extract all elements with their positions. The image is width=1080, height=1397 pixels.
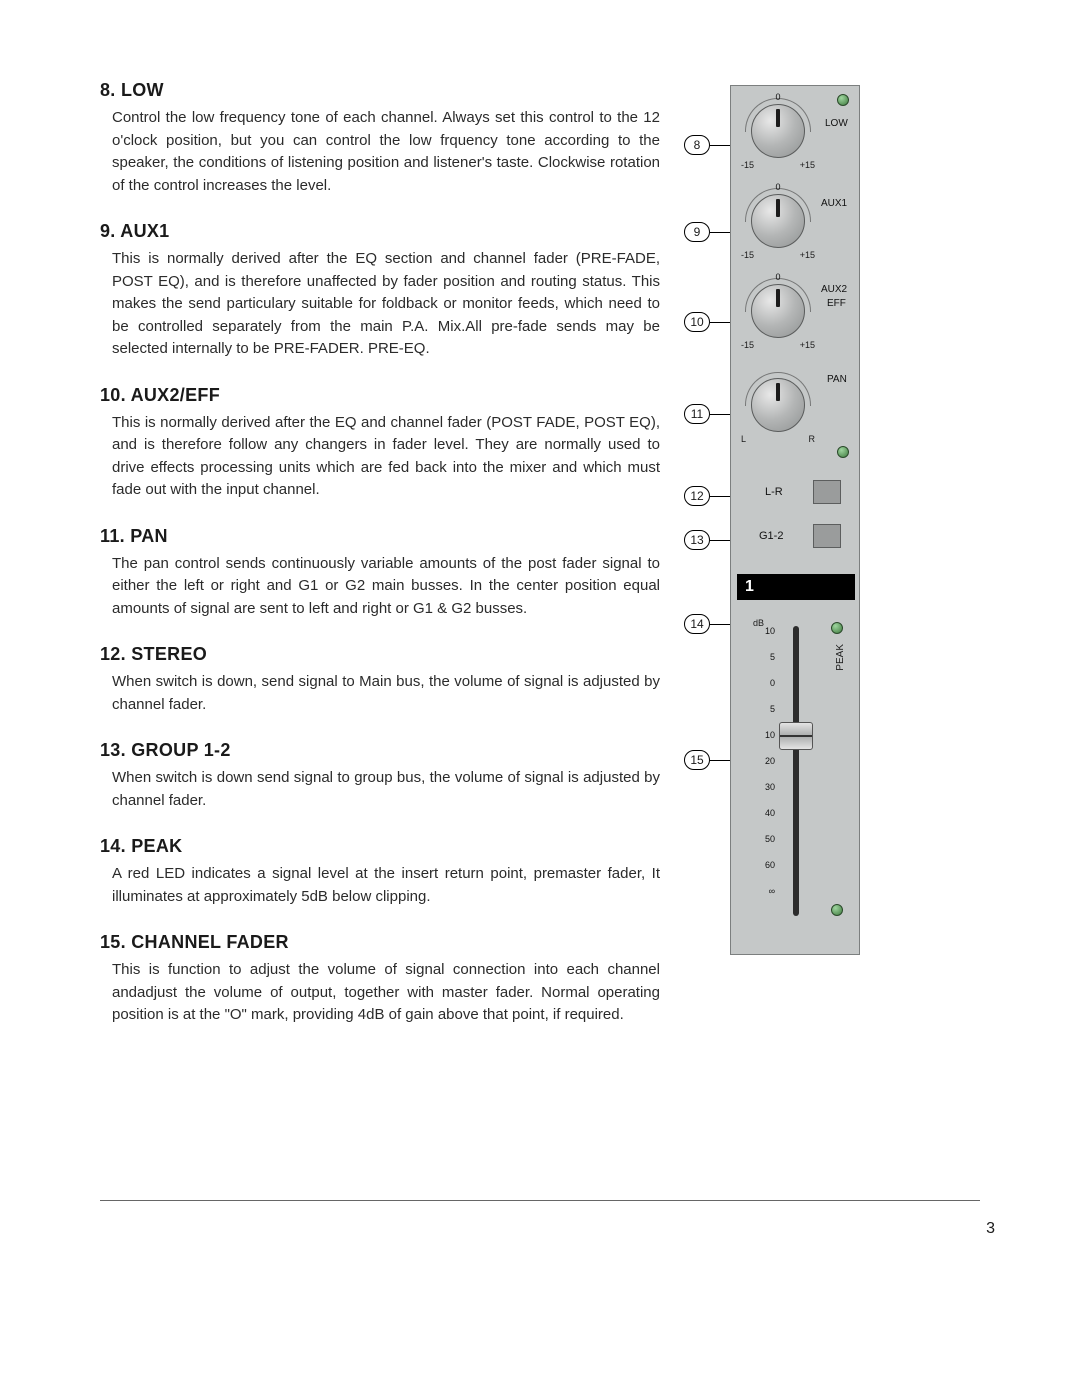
sec-title: PAN xyxy=(130,526,168,546)
knob-zero: 0 xyxy=(775,92,780,102)
knob-max: +15 xyxy=(800,250,815,260)
fader-cap[interactable] xyxy=(779,722,813,750)
route-g12-button[interactable] xyxy=(813,524,841,548)
sec-num: 15. xyxy=(100,932,126,952)
sec-body: When switch is down, send signal to Main… xyxy=(100,671,660,716)
sec-num: 12. xyxy=(100,644,126,664)
callout-line xyxy=(710,540,730,541)
scale-val: 10 xyxy=(753,730,775,756)
knob-aux2[interactable]: 0 -15 +15 xyxy=(743,284,813,338)
scale-val: 50 xyxy=(753,834,775,860)
fader-scale: 10 5 0 5 10 20 30 40 50 60 ∞ xyxy=(753,626,775,912)
sec-title: CHANNEL FADER xyxy=(131,932,289,952)
knob-min: L xyxy=(741,434,746,444)
knob-max: R xyxy=(809,434,816,444)
mixer-panel: 0 -15 +15 LOW 0 -15 +15 AUX1 0 -15 +15 A… xyxy=(730,85,860,955)
knob-min: -15 xyxy=(741,340,754,350)
scale-val: 20 xyxy=(753,756,775,782)
callout-line xyxy=(710,760,730,761)
channel-number: 1 xyxy=(737,574,855,600)
fader-area: dB PEAK 10 5 0 5 10 20 30 40 50 60 ∞ xyxy=(735,626,855,926)
section-12: 12. STEREO When switch is down, send sig… xyxy=(100,644,660,716)
scale-val: 5 xyxy=(753,704,775,730)
peak-label: PEAK xyxy=(835,644,846,671)
callout-12: 12 xyxy=(684,486,710,506)
callout-line xyxy=(710,496,730,497)
route-lr-button[interactable] xyxy=(813,480,841,504)
callout-line xyxy=(710,232,730,233)
sec-title: LOW xyxy=(121,80,164,100)
callout-13: 13 xyxy=(684,530,710,550)
knob-label: PAN xyxy=(827,374,847,385)
led-icon xyxy=(837,446,849,458)
knob-zero: 0 xyxy=(775,272,780,282)
callout-8: 8 xyxy=(684,135,710,155)
section-15: 15. CHANNEL FADER This is function to ad… xyxy=(100,932,660,1027)
sec-title: GROUP 1-2 xyxy=(131,740,230,760)
text-column: 8. LOW Control the low frequency tone of… xyxy=(100,80,660,1051)
section-13: 13. GROUP 1-2 When switch is down send s… xyxy=(100,740,660,812)
scale-val: 60 xyxy=(753,860,775,886)
callout-9: 9 xyxy=(684,222,710,242)
knob-label: AUX2 xyxy=(821,284,847,295)
knob-aux1[interactable]: 0 -15 +15 xyxy=(743,194,813,248)
knob-pan[interactable]: L R xyxy=(743,378,813,432)
callout-10: 10 xyxy=(684,312,710,332)
sec-title: AUX1 xyxy=(120,221,169,241)
route-lr-label: L-R xyxy=(765,486,783,498)
led-icon xyxy=(837,94,849,106)
sec-num: 10. xyxy=(100,385,126,405)
sec-body: This is function to adjust the volume of… xyxy=(100,959,660,1027)
fader-slot xyxy=(793,626,799,916)
callout-15: 15 xyxy=(684,750,710,770)
knob-min: -15 xyxy=(741,160,754,170)
knob-label2: EFF xyxy=(827,298,846,309)
knob-max: +15 xyxy=(800,340,815,350)
sec-num: 14. xyxy=(100,836,126,856)
knob-max: +15 xyxy=(800,160,815,170)
scale-val: 10 xyxy=(753,626,775,652)
knob-label: AUX1 xyxy=(821,198,847,209)
scale-val: 5 xyxy=(753,652,775,678)
scale-val: 30 xyxy=(753,782,775,808)
sec-num: 9. xyxy=(100,221,116,241)
scale-val: 0 xyxy=(753,678,775,704)
sec-body: A red LED indicates a signal level at th… xyxy=(100,863,660,908)
route-g12-label: G1-2 xyxy=(759,530,783,542)
sec-title: AUX2/EFF xyxy=(131,385,220,405)
callout-11: 11 xyxy=(684,404,710,424)
scale-val: ∞ xyxy=(753,886,775,912)
section-9: 9. AUX1 This is normally derived after t… xyxy=(100,221,660,361)
sec-body: This is normally derived after the EQ se… xyxy=(100,248,660,361)
callout-14: 14 xyxy=(684,614,710,634)
sec-body: This is normally derived after the EQ an… xyxy=(100,412,660,502)
section-10: 10. AUX2/EFF This is normally derived af… xyxy=(100,385,660,502)
callout-line xyxy=(710,624,730,625)
led-icon xyxy=(831,622,843,634)
sec-title: STEREO xyxy=(131,644,207,664)
callout-line xyxy=(710,145,730,146)
section-8: 8. LOW Control the low frequency tone of… xyxy=(100,80,660,197)
led-icon xyxy=(831,904,843,916)
sec-title: PEAK xyxy=(131,836,182,856)
scale-val: 40 xyxy=(753,808,775,834)
knob-low[interactable]: 0 -15 +15 xyxy=(743,104,813,158)
knob-label: LOW xyxy=(825,118,848,129)
sec-body: Control the low frequency tone of each c… xyxy=(100,107,660,197)
sec-num: 8. xyxy=(100,80,116,100)
page-number: 3 xyxy=(986,1220,995,1238)
knob-min: -15 xyxy=(741,250,754,260)
section-11: 11. PAN The pan control sends continuous… xyxy=(100,526,660,621)
callout-line xyxy=(710,322,730,323)
knob-zero: 0 xyxy=(775,182,780,192)
sec-num: 11. xyxy=(100,526,125,546)
footer-rule xyxy=(100,1200,980,1201)
callout-line xyxy=(710,414,730,415)
sec-body: When switch is down send signal to group… xyxy=(100,767,660,812)
sec-body: The pan control sends continuously varia… xyxy=(100,553,660,621)
section-14: 14. PEAK A red LED indicates a signal le… xyxy=(100,836,660,908)
sec-num: 13. xyxy=(100,740,126,760)
